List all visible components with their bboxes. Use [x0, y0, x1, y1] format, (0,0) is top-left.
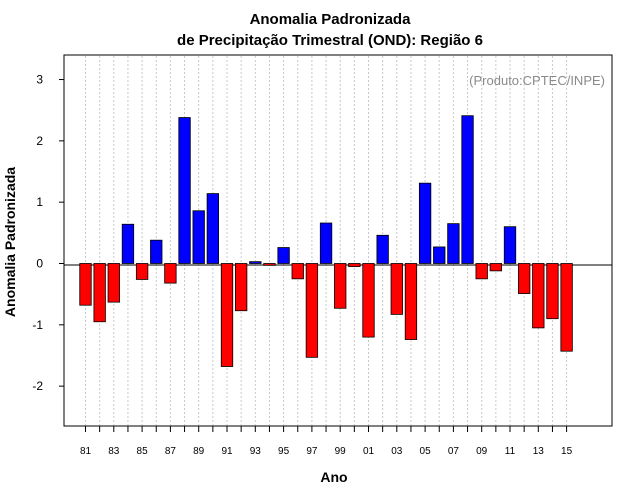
credit-text: (Produto:CPTEC/INPE): [469, 73, 605, 88]
bars: [79, 115, 573, 367]
bar-95: [277, 247, 290, 264]
x-tick-label: 03: [391, 446, 403, 457]
bar-99: [334, 263, 347, 309]
x-axis-label: Ano: [320, 469, 347, 485]
y-tick-label: -1: [32, 318, 43, 332]
bar-14: [546, 263, 559, 320]
y-axis-label: Anomalia Padronizada: [2, 167, 18, 317]
plot-frame: [63, 54, 613, 427]
x-tick-label: 81: [80, 446, 92, 457]
y-tick-label: 1: [36, 195, 43, 209]
x-tick-label: 09: [476, 446, 488, 457]
x-tick-label: 89: [193, 446, 205, 457]
bar-94: [263, 263, 276, 266]
chart-title-line-1: Anomalia Padronizada: [250, 11, 412, 28]
bar-08: [461, 115, 474, 264]
x-tick-label: 87: [165, 446, 177, 457]
x-tick-label: 83: [108, 446, 120, 457]
y-tick-label: 0: [36, 256, 43, 270]
bar-04: [404, 263, 418, 340]
bar-01: [362, 263, 375, 338]
bar-03: [390, 263, 403, 315]
bar-13: [532, 263, 545, 329]
bar-90: [206, 193, 220, 264]
x-tick-label: 07: [448, 446, 460, 457]
y-axis: 3 2 1 0 -1 -2: [32, 73, 64, 393]
chart-title-line-2: de Precipitação Trimestral (OND): Região…: [177, 32, 483, 49]
bar-12: [518, 263, 531, 294]
x-tick-label: 99: [335, 446, 347, 457]
bar-09: [475, 263, 488, 280]
x-tick-label: 01: [363, 446, 375, 457]
x-tick-label: 93: [250, 446, 262, 457]
bar-86: [150, 239, 163, 264]
x-tick-label: 13: [533, 446, 545, 457]
bar-07: [447, 223, 460, 264]
bar-93: [249, 261, 262, 264]
y-tick-label: 3: [36, 73, 43, 87]
bar-83: [107, 263, 120, 303]
bar-91: [220, 263, 234, 367]
x-tick-label: 05: [420, 446, 432, 457]
x-tick-label: 85: [137, 446, 149, 457]
x-tick-label: 97: [306, 446, 318, 457]
bar-87: [164, 263, 177, 284]
y-tick-label: -2: [32, 379, 43, 393]
bar-06: [433, 246, 446, 264]
bar-05: [418, 182, 432, 264]
bar-89: [192, 210, 205, 264]
bar-96: [291, 263, 304, 280]
bar-92: [234, 263, 248, 312]
x-tick-label: 91: [221, 446, 233, 457]
bar-02: [376, 234, 389, 264]
bar-11: [503, 226, 517, 264]
bar-81: [79, 263, 92, 306]
y-tick-label: 2: [36, 134, 43, 148]
bar-00: [348, 263, 361, 267]
bar-84: [121, 223, 135, 264]
x-tick-label: 95: [278, 446, 290, 457]
bar-88: [178, 117, 191, 264]
bar-15: [560, 263, 573, 352]
bar-98: [319, 222, 333, 264]
bar-82: [93, 263, 106, 323]
x-tick-label: 11: [505, 446, 516, 457]
bar-85: [135, 263, 149, 280]
x-axis: 81 83 85 87 89 91 93 95 97 99 01 03 05 07 09 11 13 15: [80, 426, 573, 457]
x-tick-label: 15: [561, 446, 573, 457]
bar-97: [305, 263, 319, 358]
bar-10: [489, 263, 503, 272]
